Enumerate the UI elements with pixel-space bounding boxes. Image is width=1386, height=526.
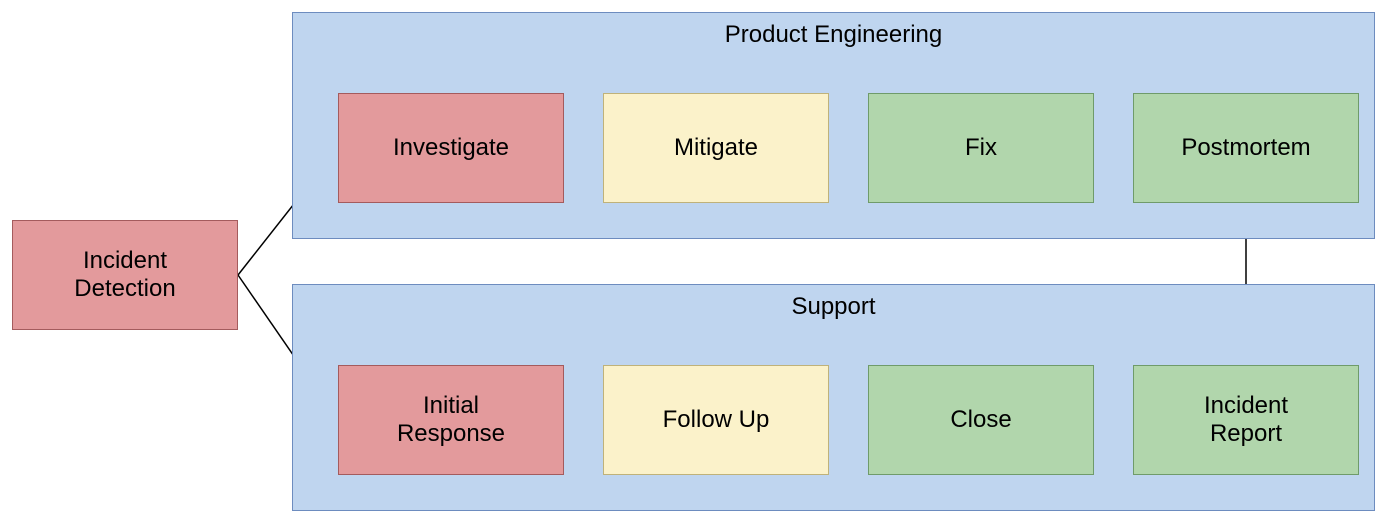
node-label: Postmortem <box>1181 134 1310 162</box>
flowchart-canvas: Product Engineering Support Incident Detec… <box>0 0 1386 526</box>
node-label: Incident Report <box>1204 392 1288 447</box>
node-detect: Incident Detection <box>12 220 238 330</box>
node-followup: Follow Up <box>603 365 829 475</box>
node-label: Investigate <box>393 134 509 162</box>
node-label: Follow Up <box>663 406 770 434</box>
lane-title: Support <box>293 293 1374 321</box>
node-mitigate: Mitigate <box>603 93 829 203</box>
node-fix: Fix <box>868 93 1094 203</box>
node-postmortem: Postmortem <box>1133 93 1359 203</box>
node-close: Close <box>868 365 1094 475</box>
node-label: Fix <box>965 134 997 162</box>
lane-title: Product Engineering <box>293 21 1374 49</box>
node-label: Initial Response <box>397 392 505 447</box>
node-label: Mitigate <box>674 134 758 162</box>
node-initial: Initial Response <box>338 365 564 475</box>
node-label: Incident Detection <box>74 247 175 302</box>
node-report: Incident Report <box>1133 365 1359 475</box>
node-investigate: Investigate <box>338 93 564 203</box>
node-label: Close <box>950 406 1011 434</box>
